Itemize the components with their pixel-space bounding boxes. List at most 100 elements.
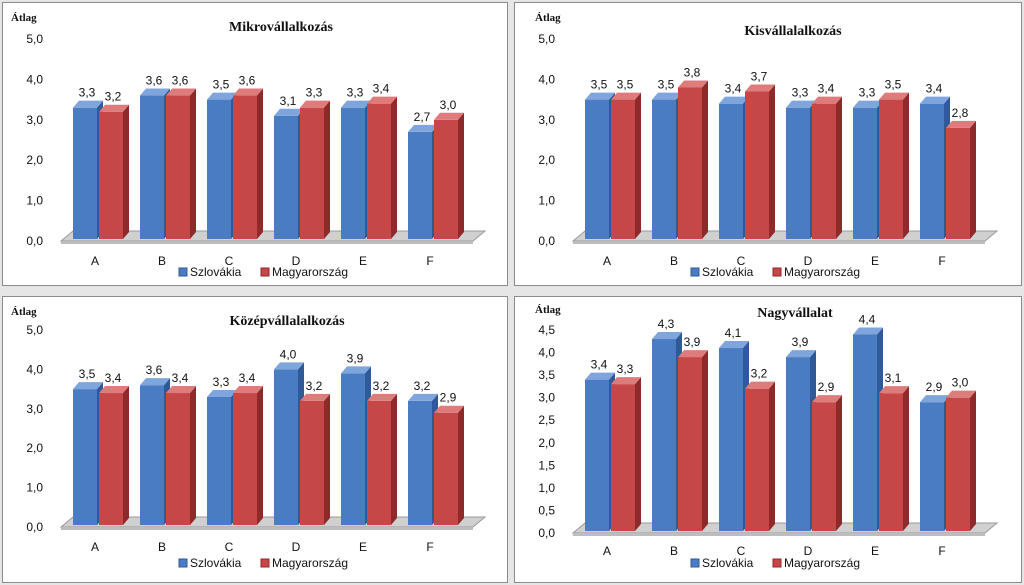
bar: [274, 369, 298, 525]
data-label: 3,4: [373, 82, 390, 96]
bar-side: [257, 386, 263, 525]
data-label: 2,8: [952, 106, 969, 120]
data-label: 2,9: [440, 391, 457, 405]
bar-top: [853, 327, 883, 335]
bar-top: [140, 378, 170, 386]
x-tick-label: D: [804, 544, 813, 558]
bar-top: [233, 88, 263, 96]
bar: [879, 393, 903, 531]
bar-top: [434, 405, 464, 413]
bar-side: [391, 393, 397, 525]
x-tick-label: A: [91, 254, 99, 268]
data-label: 2,7: [414, 110, 431, 124]
bar: [140, 385, 164, 525]
chart-svg: Kisvállalalkozás Átlag 0,0 1,0 2,0 3,0 4,0 5,0 3…: [535, 12, 999, 279]
bar-top: [786, 350, 816, 358]
chart-floor-edge: [61, 527, 473, 530]
legend-swatch: [260, 267, 270, 277]
bar: [652, 339, 676, 531]
bar: [207, 396, 231, 525]
bar: [719, 103, 743, 239]
y-tick-label: 2,0: [538, 153, 555, 167]
bar: [434, 412, 458, 525]
chart-panel-nagyvallalat: Nagyvállalat Átlag 0,0 0,5 1,0 1,5 2,0 2,5 3,0 3,…: [514, 296, 1022, 583]
x-tick-label: C: [225, 254, 234, 268]
bar: [585, 99, 609, 239]
data-label: 3,4: [818, 82, 835, 96]
data-label: 3,4: [172, 371, 189, 385]
bar-top: [652, 92, 682, 100]
bar-side: [769, 381, 775, 531]
data-label: 3,6: [146, 363, 163, 377]
bar: [585, 379, 609, 531]
x-tick-label: D: [292, 540, 301, 554]
data-label: 3,6: [239, 74, 256, 88]
bar-top: [166, 88, 196, 96]
bar-side: [324, 393, 330, 525]
y-tick-label: 2,0: [538, 436, 555, 450]
bar-top: [367, 393, 397, 401]
bar-top: [233, 386, 263, 394]
bar-top: [786, 100, 816, 108]
bar: [99, 393, 123, 525]
legend-label: Magyarország: [272, 265, 348, 279]
bar-top: [678, 350, 708, 358]
x-tick-label: F: [938, 544, 945, 558]
bar: [140, 95, 164, 239]
legend-label: Szlovákia: [702, 556, 754, 570]
y-axis-label: Átlag: [11, 306, 37, 318]
chart-title: Nagyvállalat: [757, 306, 833, 321]
data-label: 3,9: [684, 335, 701, 349]
data-label: 3,3: [792, 86, 809, 100]
data-label: 3,7: [751, 70, 768, 84]
y-tick-label: 5,0: [26, 323, 43, 337]
data-label: 3,9: [792, 335, 809, 349]
data-label: 2,9: [818, 380, 835, 394]
chart-svg: Mikrovállalkozás Átlag 0,0 1,0 2,0 3,0 4,0 5,0 3…: [11, 12, 487, 279]
y-tick-label: 1,0: [538, 481, 555, 495]
bar-side: [702, 80, 708, 239]
data-label: 3,3: [859, 86, 876, 100]
bar-top: [585, 92, 615, 100]
y-tick-label: 1,0: [26, 481, 43, 495]
chart-title: Kisvállalalkozás: [744, 24, 842, 39]
x-tick-label: B: [158, 540, 166, 554]
bar: [920, 103, 944, 239]
data-label: 3,5: [79, 367, 96, 381]
y-tick-label: 0,0: [26, 520, 43, 534]
chart-floor-edge: [61, 241, 473, 244]
x-tick-label: D: [804, 254, 813, 268]
x-tick-label: F: [426, 540, 433, 554]
data-label: 3,4: [239, 371, 256, 385]
bar: [233, 95, 257, 239]
data-label: 3,0: [952, 376, 969, 390]
data-label: 2,9: [926, 380, 943, 394]
bar: [408, 400, 432, 525]
data-label: 3,3: [347, 86, 364, 100]
bar: [233, 393, 257, 525]
legend-swatch: [772, 558, 782, 568]
y-tick-label: 0,0: [538, 526, 555, 540]
y-tick-label: 0,0: [538, 234, 555, 248]
legend-swatch: [260, 558, 270, 568]
bar: [853, 107, 877, 240]
bar-top: [434, 112, 464, 120]
bar-side: [123, 104, 129, 239]
legend-label: Szlovákia: [190, 265, 242, 279]
data-label: 3,3: [79, 86, 96, 100]
bar: [745, 388, 769, 531]
bar-top: [274, 108, 304, 116]
data-label: 3,4: [926, 82, 943, 96]
bar-top: [408, 393, 438, 401]
bar-top: [611, 92, 641, 100]
bar: [853, 334, 877, 531]
legend-swatch: [690, 558, 700, 568]
bar: [611, 384, 635, 531]
bar-top: [745, 381, 775, 389]
bar-top: [879, 92, 909, 100]
chart-panel-kozepvallalalkozas: Középvállalalkozás Átlag 0,0 1,0 2,0 3,0 4,0 5,…: [2, 296, 508, 583]
data-label: 3,2: [306, 379, 323, 393]
bar-side: [458, 405, 464, 525]
x-tick-label: B: [670, 544, 678, 558]
data-label: 3,3: [306, 86, 323, 100]
